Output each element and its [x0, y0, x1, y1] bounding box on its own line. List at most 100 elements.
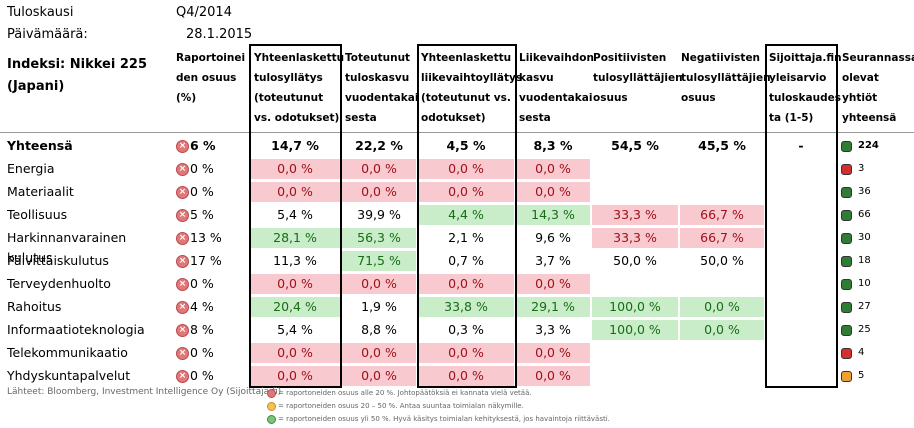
rev-surprise-cell: 4,4 %: [418, 205, 514, 225]
eps-growth-cell: 0,0 %: [342, 182, 416, 202]
negative-cell: [680, 159, 764, 179]
rev-growth-cell: 0,0 %: [516, 366, 590, 386]
period-value: Q4/2014: [176, 5, 232, 20]
positive-cell: 33,3 %: [592, 228, 678, 248]
tracked-status-icon: [841, 164, 852, 175]
share-status-icon: ×: [176, 370, 189, 383]
tracked-status-icon: [841, 325, 852, 336]
rev-surprise-cell: 0,3 %: [448, 322, 484, 337]
tracked-status-icon: [841, 141, 852, 152]
header-positive: Positiivisten tulosyllättäjien osuus: [593, 52, 683, 104]
eps-surprise-cell: 0,0 %: [250, 274, 340, 294]
tracked-status-icon: [841, 302, 852, 313]
tracked-count: 66: [858, 209, 871, 220]
legend-orange-icon: [267, 402, 276, 411]
table-row: Terveydenhuolto × 0 % 0,0 % 0,0 % 0,0 % 0,0 % 1…: [0, 272, 914, 295]
legend-red-icon: [267, 389, 276, 398]
header-share: Raportoinei den osuus (%): [176, 52, 246, 104]
tracked-status-icon: [841, 256, 852, 267]
eps-growth-cell: 0,0 %: [342, 366, 416, 386]
negative-cell: 66,7 %: [680, 205, 764, 225]
header-rev-surprise: Yhteenlaskettu liikevaihtoyllätys (toteu…: [421, 52, 523, 124]
share-cell: 17 %: [190, 253, 222, 268]
legend-red-text: = raportoneiden osuus alle 20 %. Johtopä…: [278, 389, 532, 397]
share-status-icon: ×: [176, 232, 189, 245]
share-cell: 6 %: [190, 138, 216, 153]
table-row: Telekommunikaatio × 0 % 0,0 % 0,0 % 0,0 % 0,0 …: [0, 341, 914, 364]
table-row: Harkinnanvarainen kulutus × 13 % 28,1 % 56,3…: [0, 226, 914, 265]
tracked-status-icon: [841, 210, 852, 221]
sector-name: Rahoitus: [7, 299, 62, 314]
negative-cell: 50,0 %: [700, 253, 744, 268]
tracked-status-icon: [841, 233, 852, 244]
table-row: Päivittäiskulutus × 17 % 11,3 % 71,5 % 0,7 % 3…: [0, 249, 914, 272]
eps-growth-cell: 71,5 %: [342, 251, 416, 271]
sector-name: Informaatioteknologia: [7, 322, 145, 337]
table-row: Energia × 0 % 0,0 % 0,0 % 0,0 % 0,0 % 3: [0, 157, 914, 180]
tracked-status-icon: [841, 371, 852, 382]
sector-name: Teollisuus: [7, 207, 68, 222]
tracked-count: 25: [858, 324, 871, 335]
eps-growth-cell: 39,9 %: [357, 207, 401, 222]
sector-name: Yhteensä: [7, 138, 73, 153]
share-cell: 13 %: [190, 230, 222, 245]
tracked-count: 30: [858, 232, 871, 243]
share-cell: 0 %: [190, 184, 214, 199]
eps-growth-cell: 56,3 %: [342, 228, 416, 248]
rev-growth-cell: 0,0 %: [516, 182, 590, 202]
positive-cell: [592, 343, 678, 363]
negative-cell: 66,7 %: [680, 228, 764, 248]
share-status-icon: ×: [176, 324, 189, 337]
share-cell: 0 %: [190, 345, 214, 360]
eps-surprise-cell: 0,0 %: [250, 343, 340, 363]
rev-surprise-cell: 33,8 %: [418, 297, 514, 317]
date-label: Päivämäärä:: [7, 27, 88, 42]
share-status-icon: ×: [176, 163, 189, 176]
tracked-status-icon: [841, 348, 852, 359]
share-cell: 0 %: [190, 368, 214, 383]
eps-surprise-cell: 0,0 %: [250, 159, 340, 179]
eps-surprise-cell: 0,0 %: [250, 366, 340, 386]
table-row: Rahoitus × 4 % 20,4 % 1,9 % 33,8 % 29,1 % 100,0…: [0, 295, 914, 318]
share-status-icon: ×: [176, 347, 189, 360]
rev-growth-cell: 3,7 %: [535, 253, 571, 268]
negative-cell: [680, 182, 764, 202]
table-row: Yhdyskuntapalvelut × 0 % 0,0 % 0,0 % 0,0 % 0,0…: [0, 364, 914, 387]
table-row: Materiaalit × 0 % 0,0 % 0,0 % 0,0 % 0,0 % 36: [0, 180, 914, 203]
rev-surprise-cell: 0,0 %: [418, 182, 514, 202]
legend-green: = raportoneiden osuus yli 50 %. Hyvä käs…: [267, 413, 610, 426]
sijoittaja-cell: -: [798, 138, 804, 153]
rev-growth-cell: 3,3 %: [535, 322, 571, 337]
header-eps-growth: Toteutunut tuloskasvu vuodentakai sesta: [345, 52, 419, 124]
table-row: Informaatioteknologia × 8 % 5,4 % 8,8 % 0,3 %…: [0, 318, 914, 341]
header-sijoittaja: Sijoittaja.fin yleisarvio tuloskaudes ta…: [769, 52, 842, 124]
rev-surprise-column-frame: [417, 44, 517, 388]
share-cell: 0 %: [190, 276, 214, 291]
negative-cell: [680, 274, 764, 294]
tracked-count: 4: [858, 347, 865, 358]
positive-cell: 54,5 %: [611, 138, 659, 153]
negative-cell: [680, 343, 764, 363]
legend-green-icon: [267, 415, 276, 424]
share-status-icon: ×: [176, 140, 189, 153]
share-cell: 8 %: [190, 322, 214, 337]
eps-growth-cell: 0,0 %: [342, 159, 416, 179]
rev-surprise-cell: 4,5 %: [446, 138, 486, 153]
sector-name: Materiaalit: [7, 184, 74, 199]
rev-growth-cell: 14,3 %: [516, 205, 590, 225]
legend-green-text: = raportoneiden osuus yli 50 %. Hyvä käs…: [278, 415, 610, 423]
rev-surprise-cell: 0,0 %: [418, 366, 514, 386]
negative-cell: 0,0 %: [680, 297, 764, 317]
eps-surprise-cell: 5,4 %: [277, 322, 313, 337]
eps-growth-cell: 0,0 %: [342, 343, 416, 363]
rev-growth-cell: 8,3 %: [533, 138, 573, 153]
header-divider: [0, 132, 914, 133]
rev-surprise-cell: 2,1 %: [448, 230, 484, 245]
period-label: Tuloskausi: [7, 5, 74, 20]
tracked-count: 5: [858, 370, 865, 381]
source-text: Lähteet: Bloomberg, Investment Intellige…: [7, 387, 282, 397]
sector-name: Energia: [7, 161, 55, 176]
rev-surprise-cell: 0,0 %: [418, 159, 514, 179]
share-status-icon: ×: [176, 186, 189, 199]
sector-name: Päivittäiskulutus: [7, 253, 109, 268]
